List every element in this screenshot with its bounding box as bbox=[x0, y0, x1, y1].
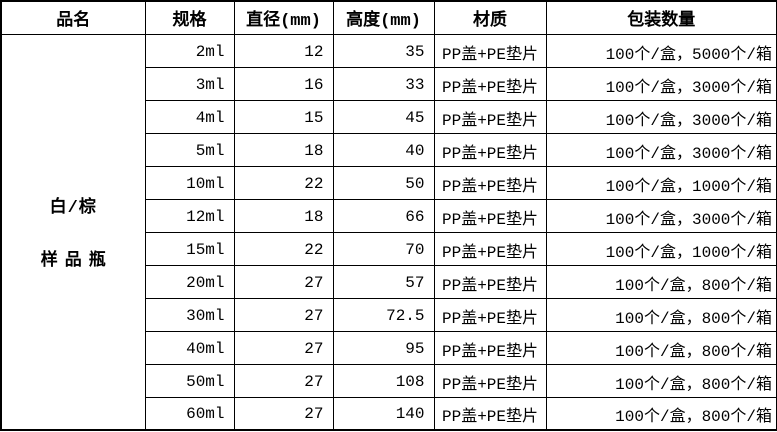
table-row: 10ml 22 50 PP盖+PE垫片 100个/盒，1000个/箱 bbox=[1, 165, 777, 200]
product-name-line1: 白/棕 bbox=[49, 199, 97, 219]
material-cell: PP盖+PE垫片 bbox=[433, 33, 547, 68]
material-cell: PP盖+PE垫片 bbox=[433, 132, 547, 167]
table-body: 白/棕 样品瓶 2ml 12 35 PP盖+PE垫片 100个/盒，5000个/… bbox=[0, 33, 777, 431]
height-cell: 95 bbox=[332, 330, 435, 365]
height-cell: 57 bbox=[332, 264, 435, 299]
diameter-cell: 12 bbox=[233, 33, 334, 68]
diameter-cell: 27 bbox=[233, 363, 334, 398]
packaging-cell: 100个/盒，1000个/箱 bbox=[545, 231, 777, 266]
table-row: 5ml 18 40 PP盖+PE垫片 100个/盒，3000个/箱 bbox=[1, 132, 777, 167]
material-cell: PP盖+PE垫片 bbox=[433, 66, 547, 101]
material-cell: PP盖+PE垫片 bbox=[433, 99, 547, 134]
height-cell: 50 bbox=[332, 165, 435, 200]
height-cell: 66 bbox=[332, 198, 435, 233]
diameter-cell: 15 bbox=[233, 99, 334, 134]
height-cell: 33 bbox=[332, 66, 435, 101]
table-row: 50ml 27 108 PP盖+PE垫片 100个/盒，800个/箱 bbox=[1, 363, 777, 398]
spec-cell: 40ml bbox=[144, 330, 235, 365]
table-row: 白/棕 样品瓶 2ml 12 35 PP盖+PE垫片 100个/盒，5000个/… bbox=[0, 33, 777, 431]
table-row: 60ml 27 140 PP盖+PE垫片 100个/盒，800个/箱 bbox=[1, 396, 777, 431]
packaging-cell: 100个/盒，3000个/箱 bbox=[545, 66, 777, 101]
height-cell: 108 bbox=[332, 363, 435, 398]
material-cell: PP盖+PE垫片 bbox=[433, 165, 547, 200]
packaging-cell: 100个/盒，800个/箱 bbox=[545, 264, 777, 299]
packaging-cell: 100个/盒，800个/箱 bbox=[545, 396, 777, 431]
table-row: 3ml 16 33 PP盖+PE垫片 100个/盒，3000个/箱 bbox=[1, 66, 777, 101]
height-cell: 40 bbox=[332, 132, 435, 167]
material-cell: PP盖+PE垫片 bbox=[433, 396, 547, 431]
diameter-cell: 27 bbox=[233, 396, 334, 431]
material-cell: PP盖+PE垫片 bbox=[433, 363, 547, 398]
spec-cell: 50ml bbox=[144, 363, 235, 398]
spec-cell: 12ml bbox=[144, 198, 235, 233]
height-cell: 70 bbox=[332, 231, 435, 266]
header-product-name: 品名 bbox=[0, 0, 146, 35]
header-row: 品名 规格 直径(mm) 高度(mm) 材质 包装数量 bbox=[0, 0, 777, 35]
spec-cell: 5ml bbox=[144, 132, 235, 167]
material-cell: PP盖+PE垫片 bbox=[433, 231, 547, 266]
spec-cell: 15ml bbox=[144, 231, 235, 266]
packaging-cell: 100个/盒，3000个/箱 bbox=[545, 198, 777, 233]
spec-cell: 60ml bbox=[144, 396, 235, 431]
spec-cell: 30ml bbox=[144, 297, 235, 332]
diameter-cell: 22 bbox=[233, 231, 334, 266]
diameter-cell: 16 bbox=[233, 66, 334, 101]
packaging-cell: 100个/盒，1000个/箱 bbox=[545, 165, 777, 200]
height-cell: 35 bbox=[332, 33, 435, 68]
spec-cell: 10ml bbox=[144, 165, 235, 200]
height-cell: 140 bbox=[332, 396, 435, 431]
material-cell: PP盖+PE垫片 bbox=[433, 330, 547, 365]
table-row: 15ml 22 70 PP盖+PE垫片 100个/盒，1000个/箱 bbox=[1, 231, 777, 266]
spec-cell: 3ml bbox=[144, 66, 235, 101]
product-name-line2: 样品瓶 bbox=[40, 252, 113, 272]
height-cell: 45 bbox=[332, 99, 435, 134]
diameter-cell: 27 bbox=[233, 297, 334, 332]
packaging-cell: 100个/盒，5000个/箱 bbox=[545, 33, 777, 68]
spec-cell: 4ml bbox=[144, 99, 235, 134]
header-packaging: 包装数量 bbox=[545, 0, 777, 35]
packaging-cell: 100个/盒，3000个/箱 bbox=[545, 99, 777, 134]
diameter-cell: 27 bbox=[233, 264, 334, 299]
diameter-cell: 18 bbox=[233, 132, 334, 167]
material-cell: PP盖+PE垫片 bbox=[433, 264, 547, 299]
product-name-cell: 白/棕 样品瓶 bbox=[0, 33, 146, 431]
packaging-cell: 100个/盒，800个/箱 bbox=[545, 297, 777, 332]
material-cell: PP盖+PE垫片 bbox=[433, 297, 547, 332]
material-cell: PP盖+PE垫片 bbox=[433, 198, 547, 233]
table-row: 4ml 15 45 PP盖+PE垫片 100个/盒，3000个/箱 bbox=[1, 99, 777, 134]
header-height: 高度(mm) bbox=[332, 0, 435, 35]
height-cell: 72.5 bbox=[332, 297, 435, 332]
table-row: 30ml 27 72.5 PP盖+PE垫片 100个/盒，800个/箱 bbox=[1, 297, 777, 332]
spec-cell: 20ml bbox=[144, 264, 235, 299]
table-header: 品名 规格 直径(mm) 高度(mm) 材质 包装数量 bbox=[0, 0, 777, 35]
diameter-cell: 22 bbox=[233, 165, 334, 200]
header-diameter: 直径(mm) bbox=[233, 0, 334, 35]
packaging-cell: 100个/盒，3000个/箱 bbox=[545, 132, 777, 167]
table-row: 40ml 27 95 PP盖+PE垫片 100个/盒，800个/箱 bbox=[1, 330, 777, 365]
table-row: 12ml 18 66 PP盖+PE垫片 100个/盒，3000个/箱 bbox=[1, 198, 777, 233]
diameter-cell: 27 bbox=[233, 330, 334, 365]
header-material: 材质 bbox=[433, 0, 547, 35]
packaging-cell: 100个/盒，800个/箱 bbox=[545, 330, 777, 365]
spec-cell: 2ml bbox=[144, 33, 235, 68]
diameter-cell: 18 bbox=[233, 198, 334, 233]
packaging-cell: 100个/盒，800个/箱 bbox=[545, 363, 777, 398]
header-spec: 规格 bbox=[144, 0, 235, 35]
